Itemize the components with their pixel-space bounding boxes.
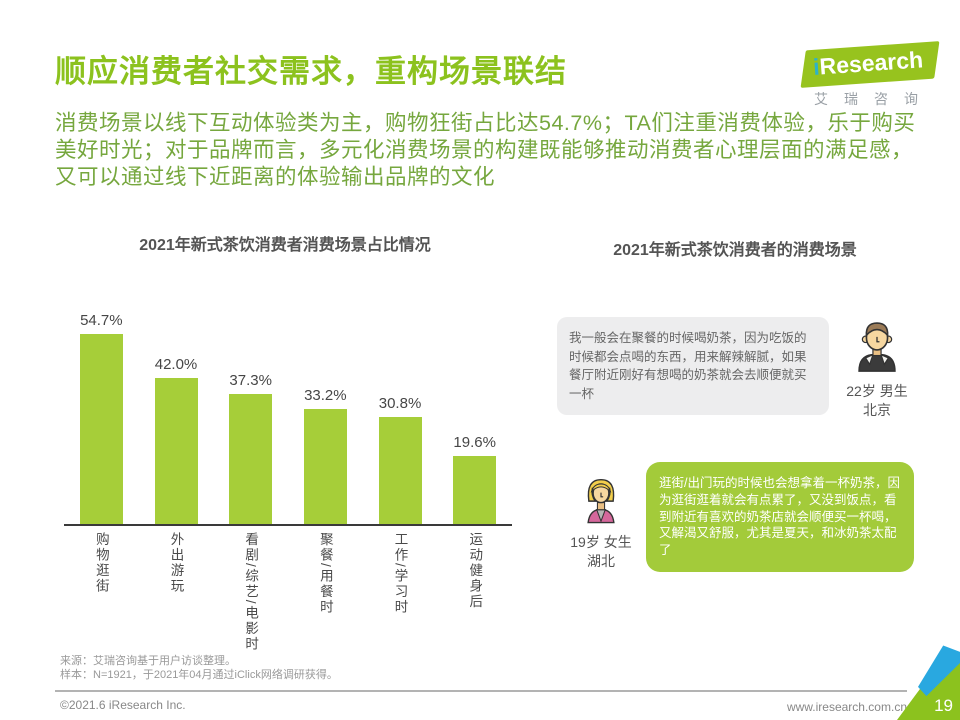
- bar: [303, 409, 347, 524]
- male-avatar-icon: [851, 317, 903, 378]
- bar-value-label: 33.2%: [304, 387, 347, 404]
- bar: [79, 334, 123, 524]
- bar-category-label: 外出游玩: [168, 532, 184, 594]
- bar-chart-title: 2021年新式茶饮消费者消费场景占比情况: [139, 237, 431, 254]
- source-note: 来源：艾瑞咨询基于用户访谈整理。 样本：N=1921，于2021年04月通过iC…: [60, 654, 338, 682]
- quote-row-female: 19岁 女生 湖北 逛街/出门玩的时候也会想拿着一杯奶茶，因为逛街逛着就会有点累…: [556, 462, 940, 572]
- bar-column: 37.3%: [213, 372, 288, 524]
- scenes-title: 2021年新式茶饮消费者的消费场景: [613, 242, 857, 259]
- persona-male: 22岁 男生 北京: [829, 317, 925, 420]
- bar-value-label: 54.7%: [80, 312, 123, 329]
- bar-chart: 54.7% 42.0% 37.3% 33.2% 30.8% 19.6%: [64, 302, 512, 526]
- persona-female: 19岁 女生 湖北: [556, 462, 646, 571]
- female-avatar-icon: [578, 478, 624, 528]
- bar-category-label: 工作/学习时: [392, 532, 408, 616]
- quote-bubble-male: 我一般会在聚餐的时候喝奶茶，因为吃饭的时候都会点喝的东西，用来解辣解腻，如果餐厅…: [557, 317, 829, 415]
- page-title: 顺应消费者社交需求，重构场景联结: [55, 54, 567, 89]
- bar-column: 33.2%: [288, 387, 363, 524]
- bar: [453, 456, 497, 524]
- bar-category-label: 购物逛街: [93, 532, 109, 594]
- iresearch-logo-mark: iResearch: [800, 41, 940, 88]
- bar: [378, 417, 422, 524]
- bar-value-label: 42.0%: [154, 356, 198, 373]
- quote-bubble-female: 逛街/出门玩的时候也会想拿着一杯奶茶，因为逛街逛着就会有点累了，又没到饭点，看到…: [646, 462, 914, 572]
- bar-column: 42.0%: [139, 356, 214, 524]
- quote-row-male: 我一般会在聚餐的时候喝奶茶，因为吃饭的时候都会点喝的东西，用来解辣解腻，如果餐厅…: [557, 317, 939, 420]
- logo-subtitle: 艾瑞咨询: [814, 91, 934, 107]
- bar-column: 19.6%: [437, 434, 512, 524]
- sample-line: 样本：N=1921，于2021年04月通过iClick网络调研获得。: [60, 669, 338, 681]
- bar-category-label: 看剧/综艺/电影时: [243, 532, 259, 653]
- persona-male-label: 22岁 男生 北京: [846, 383, 908, 418]
- logo-wordmark: Research: [818, 46, 924, 80]
- bar-category-label: 聚餐/用餐时: [317, 532, 333, 616]
- bar-column: 54.7%: [64, 312, 139, 524]
- bar: [229, 394, 273, 524]
- bar-value-label: 30.8%: [378, 395, 422, 412]
- bar-chart-category-axis: 购物逛街 外出游玩 看剧/综艺/电影时 聚餐/用餐时 工作/学习时 运动健身后: [64, 532, 512, 652]
- page-corner-decoration: 19: [890, 628, 960, 720]
- iresearch-logo: iResearch 艾瑞咨询: [794, 41, 946, 109]
- source-line: 来源：艾瑞咨询基于用户访谈整理。: [60, 655, 236, 667]
- bar-value-label: 37.3%: [229, 372, 272, 389]
- bar: [154, 378, 198, 524]
- copyright-text: ©2021.6 iResearch Inc.: [60, 698, 186, 712]
- bar-column: 30.8%: [363, 395, 438, 524]
- bar-category-label: 运动健身后: [467, 532, 483, 610]
- intro-paragraph: 消费场景以线下互动体验类为主，购物狂街占比达54.7%；TA们注重消费体验，乐于…: [55, 111, 916, 189]
- persona-female-label: 19岁 女生 湖北: [570, 534, 632, 569]
- page-number: 19: [934, 696, 953, 715]
- footer-divider: [55, 690, 907, 692]
- website-text: www.iresearch.com.cn: [786, 700, 907, 714]
- bar-value-label: 19.6%: [453, 434, 496, 451]
